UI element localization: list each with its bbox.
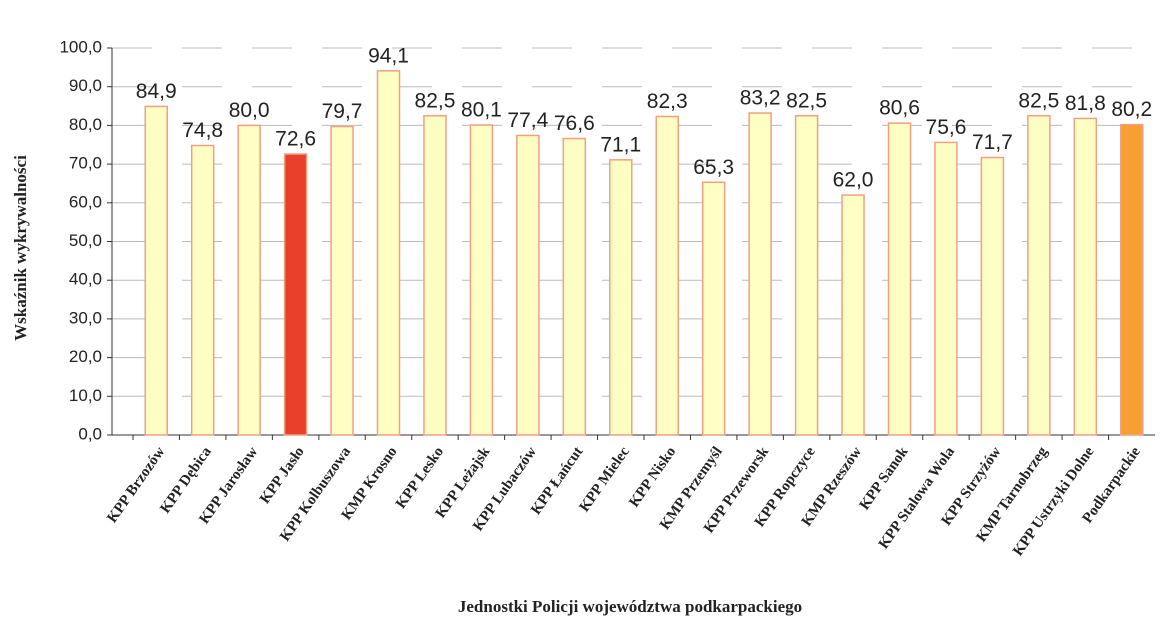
y-tick-label: 100,0	[59, 37, 102, 56]
y-tick-label: 0,0	[78, 424, 102, 443]
bar	[1073, 117, 1098, 436]
bar	[794, 114, 819, 436]
y-tick-label: 30,0	[69, 308, 102, 327]
y-tick-label: 40,0	[69, 270, 102, 289]
bar	[190, 144, 215, 436]
y-axis-title: Wskaźnik wykrywalności	[11, 155, 30, 341]
data-label: 74,8	[182, 119, 223, 142]
data-label: 82,5	[786, 89, 827, 112]
data-label: 81,8	[1065, 92, 1106, 115]
x-axis-title: Jednostki Policji województwa podkarpack…	[458, 597, 802, 616]
data-label: 76,6	[554, 112, 595, 135]
bar	[701, 181, 726, 436]
bar	[283, 153, 308, 436]
data-label: 83,2	[740, 87, 781, 110]
y-tick-label: 10,0	[69, 386, 102, 405]
data-label: 94,1	[368, 44, 409, 67]
bar	[237, 124, 261, 436]
bar	[1027, 114, 1051, 436]
bar	[748, 112, 772, 436]
data-label: 80,1	[461, 99, 502, 122]
x-tick-label: KPP Jasło	[257, 444, 308, 507]
bar	[469, 124, 494, 436]
bar	[934, 141, 958, 436]
bar	[609, 159, 633, 436]
bar	[144, 105, 168, 436]
bar	[376, 70, 401, 436]
data-label: 82,3	[647, 90, 688, 113]
data-label: 75,6	[926, 116, 967, 139]
y-tick-label: 90,0	[69, 76, 102, 95]
bar	[841, 194, 865, 436]
y-tick-label: 50,0	[69, 231, 102, 250]
x-tick-label: KPP Ustrzyki Dolne	[1010, 444, 1097, 559]
data-label: 80,0	[229, 99, 270, 122]
bar	[980, 156, 1005, 436]
data-label: 77,4	[507, 109, 548, 132]
bar	[516, 134, 540, 436]
data-label: 65,3	[693, 156, 734, 179]
data-label: 72,6	[275, 128, 316, 151]
bar	[330, 125, 354, 436]
data-label: 79,7	[322, 100, 363, 123]
data-label: 80,2	[1111, 98, 1152, 121]
bar	[423, 114, 447, 436]
bar	[887, 122, 912, 436]
data-label: 71,1	[600, 133, 641, 156]
data-label: 62,0	[833, 169, 874, 192]
bar	[1120, 123, 1144, 436]
y-tick-label: 20,0	[69, 347, 102, 366]
x-tick-label: KPP Nisko	[626, 444, 679, 510]
bar	[562, 137, 587, 436]
data-label: 82,5	[415, 89, 456, 112]
data-label: 80,6	[879, 97, 920, 120]
data-label: 82,5	[1018, 89, 1059, 112]
x-tick-label: KPP Lesko	[393, 444, 447, 512]
y-tick-label: 70,0	[69, 154, 102, 173]
x-tick-label: KPP Brzozów	[104, 444, 168, 526]
y-tick-label: 60,0	[69, 192, 102, 211]
bar	[655, 115, 679, 436]
y-tick-label: 80,0	[69, 115, 102, 134]
data-label: 71,7	[972, 131, 1013, 154]
data-label: 84,9	[136, 80, 177, 103]
